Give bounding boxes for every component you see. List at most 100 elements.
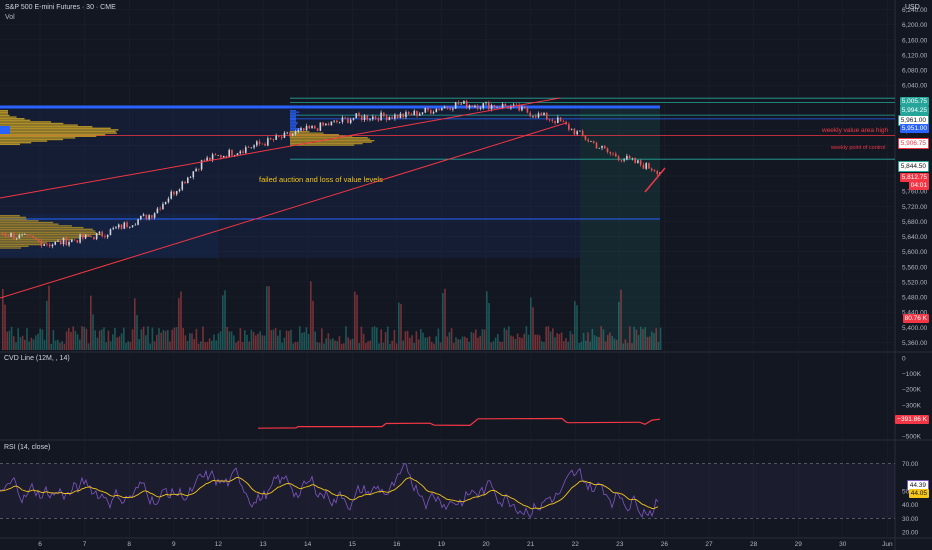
volume-bar <box>217 333 220 350</box>
volume-bar <box>626 342 629 350</box>
volume-bar <box>356 294 358 350</box>
volume-profile-bar <box>290 144 355 146</box>
price-candle-body <box>225 155 228 158</box>
price-candle-body <box>70 239 73 242</box>
volume-bar <box>4 304 6 350</box>
price-candle-body <box>192 171 195 178</box>
volume-bar <box>140 329 143 350</box>
price-label-level-2: 5,994.25 <box>899 106 929 115</box>
cvd-legend[interactable]: CVD Line (12M, , 14) <box>4 355 70 362</box>
volume-bar <box>521 337 523 350</box>
symbol-title[interactable]: S&P 500 E-mini Futures · 30 · CME <box>5 4 116 11</box>
volume-profile-bar <box>0 134 106 136</box>
volume-bar <box>398 302 400 350</box>
current-price-label: 5,812.75 <box>899 173 929 182</box>
volume-bar <box>189 333 191 350</box>
price-candle-body <box>37 239 40 241</box>
price-candle-body <box>311 125 313 129</box>
volume-bar <box>384 332 387 350</box>
price-candle-body <box>46 244 48 245</box>
volume-profile-bar <box>0 135 97 137</box>
volume-bar <box>492 341 495 350</box>
volume-bar <box>591 328 594 350</box>
volume-bar <box>230 331 233 350</box>
volume-bar <box>455 337 457 350</box>
volume-bar <box>15 342 17 350</box>
annotation-weekly-poc[interactable]: weekly point of control <box>831 145 886 151</box>
price-candle-body <box>554 120 556 123</box>
volume-bar <box>486 291 488 350</box>
volume-bar <box>98 330 101 350</box>
volume-bar <box>208 338 211 350</box>
volume-bar <box>598 337 600 350</box>
price-candle-body <box>84 234 87 239</box>
price-candle-body <box>388 117 391 121</box>
volume-bar <box>380 329 382 350</box>
price-tick-label: 5,600.00 <box>902 249 928 256</box>
volume-bar <box>637 335 640 350</box>
price-candle-body <box>305 126 308 131</box>
volume-bar <box>136 315 138 350</box>
annotation-weekly-vah[interactable]: weekly value area high <box>822 127 889 134</box>
volume-profile-bar <box>0 119 31 121</box>
volume-bar <box>186 340 189 350</box>
volume-profile-bar <box>290 132 324 134</box>
volume-bar <box>534 334 536 350</box>
volume-bar <box>263 335 266 350</box>
price-candle-body <box>471 105 474 108</box>
price-candle-body <box>156 208 159 214</box>
volume-bar <box>475 329 477 350</box>
trend-line-upper <box>0 97 561 199</box>
volume-bar <box>596 336 598 350</box>
volume-bar <box>63 343 66 350</box>
time-axis-label: 7 <box>83 541 87 548</box>
volume-bar <box>613 338 616 350</box>
volume-bar <box>618 301 620 350</box>
price-candle-body <box>590 141 592 142</box>
price-candle-body <box>131 225 134 227</box>
time-axis-label: 9 <box>172 541 176 548</box>
volume-bar <box>266 286 268 350</box>
volume-bar <box>646 336 649 350</box>
volume-bar <box>483 329 486 350</box>
volume-bar <box>389 343 391 350</box>
volume-bar <box>338 336 341 350</box>
price-candle-body <box>650 168 653 171</box>
price-candle-body <box>269 138 272 140</box>
price-candle-body <box>65 237 68 246</box>
price-candle-body <box>499 106 501 108</box>
price-candle-body <box>377 118 380 121</box>
price-candle-body <box>79 234 81 243</box>
price-candle-body <box>272 139 275 140</box>
volume-bar <box>376 327 378 350</box>
volume-bar <box>131 329 134 350</box>
volume-bar <box>274 328 277 350</box>
price-candle-body <box>43 244 45 246</box>
price-candle-body <box>18 234 21 239</box>
volume-bar <box>204 342 206 350</box>
price-candle-body <box>474 105 476 108</box>
price-candle-body <box>438 108 440 111</box>
rsi-legend[interactable]: RSI (14, close) <box>4 444 51 451</box>
price-candle-body <box>454 102 457 109</box>
volume-bar <box>2 289 4 350</box>
price-candle-body <box>184 181 186 184</box>
volume-bar <box>435 336 437 350</box>
price-tick-label: 5,680.00 <box>902 219 928 226</box>
price-candle-body <box>48 244 51 247</box>
volume-bar <box>109 341 112 350</box>
volume-bar <box>219 331 222 350</box>
volume-bar <box>490 342 492 350</box>
annotation-failed-auction[interactable]: failed auction and loss of value levels <box>259 175 383 184</box>
volume-profile-bar <box>290 135 353 137</box>
volume-profile-bar <box>0 111 8 113</box>
volume-bar <box>178 298 180 350</box>
volume-bar <box>560 332 563 350</box>
volume-bar <box>442 292 444 350</box>
volume-bar <box>472 332 475 350</box>
volume-bar <box>461 336 464 350</box>
volume-bar <box>145 335 147 350</box>
volume-bar <box>532 307 534 350</box>
